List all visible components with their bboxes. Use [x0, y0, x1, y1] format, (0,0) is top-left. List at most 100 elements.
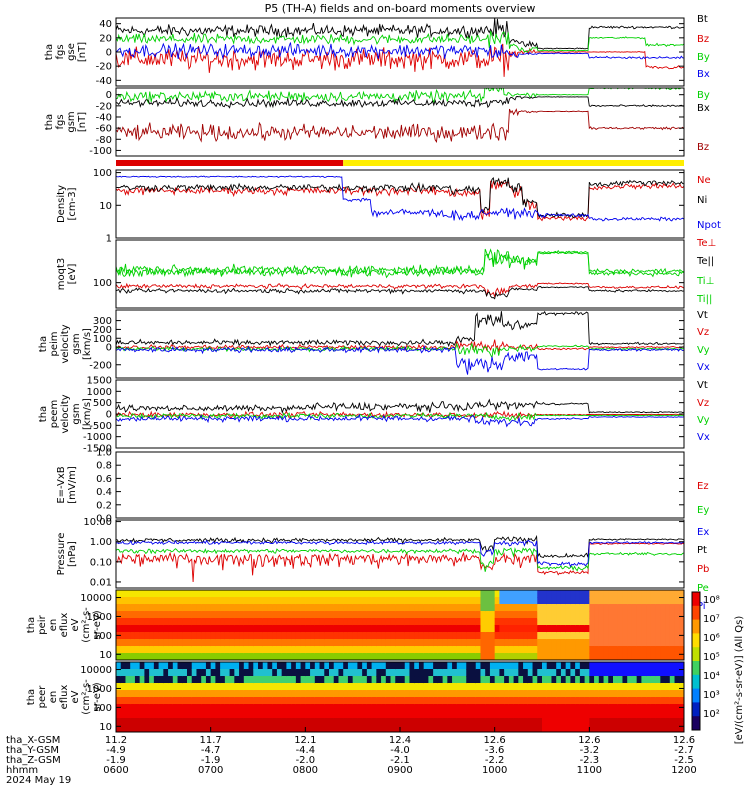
spectro-cell: [314, 625, 321, 633]
spectro-cell: [191, 725, 198, 732]
spectro-cell: [423, 690, 429, 698]
spectro-cell: [504, 618, 510, 626]
spectro-cell: [286, 646, 292, 654]
spectro-cell: [362, 683, 368, 691]
spectro-cell: [253, 653, 259, 660]
spectro-cell: [168, 669, 174, 677]
spectro-cell: [177, 690, 183, 698]
spectro-cell: [423, 604, 429, 612]
spectro-cell: [461, 604, 467, 612]
spectro-cell: [366, 697, 373, 705]
spectro-cell: [570, 662, 576, 670]
spectro-cell: [475, 669, 482, 677]
spectro-cell: [546, 646, 553, 654]
spectro-cell: [428, 618, 434, 626]
spectro-cell: [385, 646, 392, 654]
spectro-cell: [366, 590, 373, 598]
spectro-cell: [665, 646, 671, 654]
spectro-cell: [556, 632, 562, 640]
spectro-cell: [466, 611, 472, 619]
spectro-cell: [139, 683, 145, 691]
spectro-cell: [281, 683, 287, 691]
spectro-cell: [655, 711, 661, 719]
spectro-cell: [485, 690, 491, 698]
spectro-cell: [295, 597, 302, 605]
spectro-cell: [442, 653, 448, 660]
spectro-cell: [679, 618, 684, 626]
spectro-cell: [324, 690, 330, 698]
spectro-cell: [518, 646, 524, 654]
spectro-cell: [508, 618, 515, 626]
spectro-cell: [158, 590, 164, 598]
spectro-cell: [400, 683, 406, 691]
spectro-cell: [300, 704, 306, 712]
time-axis-value: -1.9: [201, 755, 221, 766]
spectro-cell: [395, 725, 401, 732]
spectro-cell: [428, 653, 434, 660]
spectro-cell: [139, 611, 145, 619]
spectro-cell: [191, 704, 198, 712]
spectro-cell: [631, 662, 638, 670]
spectro-cell: [518, 597, 524, 605]
spectro-cell: [433, 639, 439, 647]
spectro-cell: [177, 704, 183, 712]
spectro-cell: [480, 604, 486, 612]
peem_vel-ylabel: [km/s]: [82, 398, 93, 430]
efield-ylabel: [mV/m]: [67, 466, 78, 504]
spectro-cell: [258, 646, 264, 654]
spectro-cell: [579, 646, 586, 654]
spectro-cell: [603, 639, 609, 647]
spectro-cell: [144, 676, 150, 684]
peir_en-ylabel: en: [48, 619, 59, 632]
spectro-cell: [352, 697, 358, 705]
spectro-cell: [220, 597, 226, 605]
spectro-cell: [149, 590, 155, 598]
spectro-cell: [116, 676, 122, 684]
spectro-cell: [508, 683, 515, 691]
spectro-cell: [276, 646, 283, 654]
spectro-cell: [660, 718, 666, 726]
spectro-cell: [546, 625, 553, 633]
spectro-cell: [276, 725, 283, 732]
spectro-cell: [319, 639, 325, 647]
spectro-cell: [395, 711, 401, 719]
spectro-cell: [130, 611, 136, 619]
spectro-cell: [409, 704, 415, 712]
spectro-cell: [646, 597, 652, 605]
spectro-cell: [579, 704, 586, 712]
spectro-cell: [499, 662, 505, 670]
spectro-cell: [319, 597, 325, 605]
spectro-cell: [295, 725, 302, 732]
spectro-cell: [471, 683, 477, 691]
spectro-cell: [286, 597, 292, 605]
time-axis-value: 11.7: [200, 735, 222, 746]
spectro-cell: [674, 611, 680, 619]
spectro-cell: [163, 618, 169, 626]
spectro-cell: [631, 683, 638, 691]
time-axis-value: -2.2: [485, 755, 505, 766]
spectro-cell: [116, 711, 122, 719]
peem_vel-series-vt: [116, 398, 684, 414]
spectro-cell: [205, 676, 212, 684]
spectro-cell: [291, 639, 297, 647]
spectro-cell: [646, 697, 652, 705]
spectro-cell: [551, 632, 557, 640]
spectro-cell: [215, 725, 221, 732]
spectro-cell: [366, 625, 373, 633]
peir_en-ylabel: (cm²-s-: [81, 607, 92, 643]
spectro-cell: [414, 725, 420, 732]
spectro-cell: [390, 604, 396, 612]
spectro-cell: [414, 676, 420, 684]
spectro-cell: [414, 662, 420, 670]
spectro-cell: [494, 704, 500, 712]
spectro-cell: [641, 646, 647, 654]
peir_en-frame: [115, 589, 685, 661]
spectro-cell: [513, 669, 519, 677]
legend-density-1: Ni: [697, 195, 707, 206]
spectro-cell: [537, 690, 543, 698]
spectro-cell: [134, 676, 141, 684]
spectro-cell: [139, 653, 145, 660]
spectro-cell: [456, 725, 463, 732]
spectro-cell: [674, 676, 680, 684]
